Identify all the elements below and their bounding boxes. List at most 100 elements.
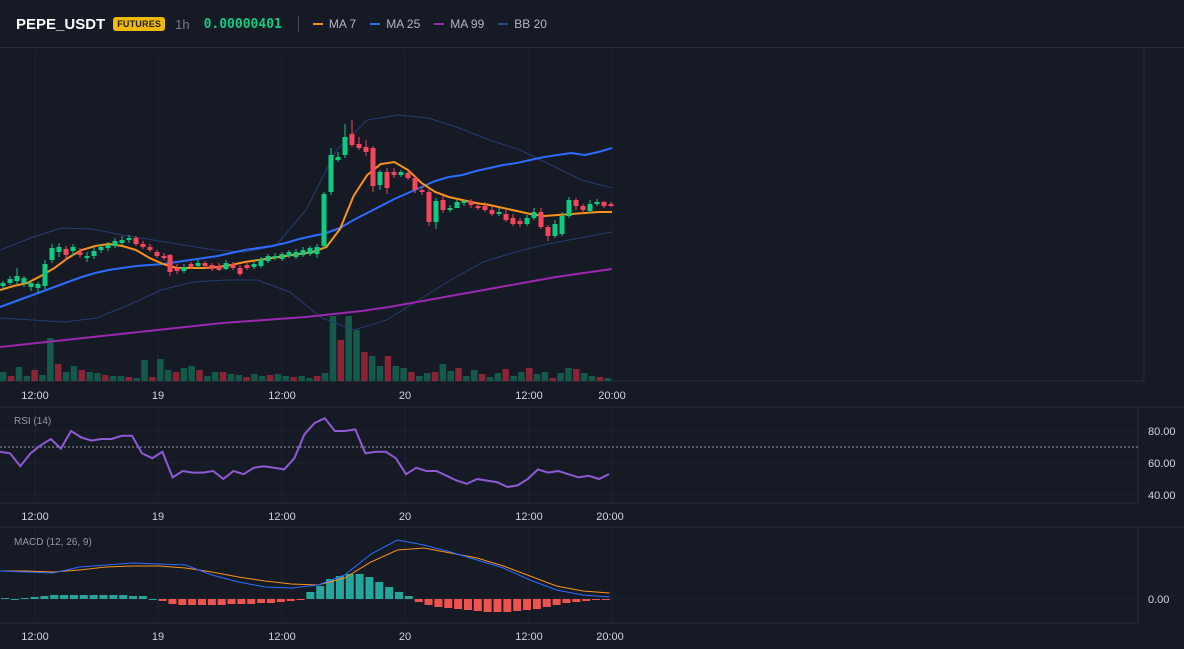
candle	[230, 262, 236, 270]
candle	[573, 198, 579, 210]
candlesticks[interactable]	[0, 120, 614, 293]
candle-body	[440, 200, 446, 210]
macd-histogram-bar	[365, 577, 374, 599]
candle-body	[538, 212, 544, 227]
candle	[293, 249, 299, 259]
macd-histogram-bar	[454, 599, 463, 609]
volume-bar	[455, 368, 462, 381]
volume-bar	[463, 376, 470, 381]
candle	[538, 208, 544, 229]
candle-body	[426, 192, 432, 222]
volume-bar	[557, 373, 564, 381]
macd-histogram-bar	[276, 599, 285, 602]
rsi-tick: 40.00	[1148, 490, 1176, 502]
volume-bar	[149, 377, 156, 381]
candle	[188, 262, 194, 269]
volume-bar	[0, 372, 7, 381]
candle	[608, 202, 614, 207]
symbol-title[interactable]: PEPE_USDT	[16, 15, 106, 33]
ma99-line	[0, 268, 612, 348]
volume-bar	[510, 376, 517, 381]
macd-line	[0, 539, 610, 598]
volume-bar	[400, 368, 407, 381]
candle-body	[244, 265, 250, 268]
timeframe-selector[interactable]: 1h	[175, 16, 190, 32]
candle	[377, 170, 383, 190]
macd-histogram-bar	[424, 599, 433, 605]
candle	[42, 260, 48, 289]
macd-histogram-bar	[473, 599, 482, 611]
candle	[167, 254, 173, 276]
macd-histogram-bar	[227, 599, 236, 604]
candle	[594, 199, 600, 206]
legend-ma99[interactable]: MA 99	[434, 17, 484, 31]
macd-histogram-bar	[188, 599, 197, 605]
volume-bar	[329, 316, 337, 381]
volume-bar	[39, 375, 46, 381]
macd-histogram-bar	[109, 595, 118, 599]
candle	[286, 250, 292, 258]
candle-body	[573, 200, 579, 206]
macd-signal-line	[0, 547, 610, 594]
candle-body	[594, 202, 600, 204]
volume-bar	[321, 373, 329, 381]
candle-body	[251, 264, 257, 267]
volume-bar	[133, 378, 140, 381]
volume-bar	[251, 374, 258, 381]
bb-lower-line	[0, 231, 612, 331]
volume-bar	[15, 367, 23, 381]
volume-bar	[588, 376, 596, 381]
macd-histogram-bar	[79, 595, 88, 599]
time-tick: 12:00	[268, 631, 296, 643]
legend-bb20[interactable]: BB 20	[498, 17, 547, 31]
macd-histogram-bar	[198, 599, 206, 605]
candle	[7, 276, 13, 285]
volume-bar	[188, 366, 195, 381]
volume-bar	[353, 330, 360, 381]
legend-ma7[interactable]: MA 7	[312, 17, 356, 31]
candle	[440, 196, 446, 213]
volume-bar	[274, 374, 282, 381]
candle-body	[531, 212, 537, 218]
legend-ma25[interactable]: MA 25	[370, 17, 420, 31]
volume-bar	[494, 373, 502, 381]
candle	[363, 140, 369, 156]
candle-body	[195, 263, 201, 266]
macd-histogram-bar	[50, 595, 59, 599]
volume-bar	[86, 372, 93, 381]
macd-histogram-bar	[286, 599, 295, 601]
candle	[161, 253, 167, 260]
candle	[272, 253, 278, 260]
candle	[98, 244, 104, 253]
candle-body	[35, 284, 41, 288]
time-tick: 12:00	[515, 511, 543, 523]
time-tick: 12:00	[21, 511, 49, 523]
macd-histogram-bar	[20, 598, 29, 599]
volume-bar	[580, 373, 588, 381]
volume-bar	[78, 370, 85, 381]
volume-bar	[604, 378, 611, 381]
candle-body	[510, 218, 516, 224]
candle	[433, 198, 439, 229]
candle-body	[335, 157, 341, 160]
candle	[531, 208, 537, 220]
candle-body	[412, 178, 418, 190]
time-tick: 12:00	[515, 390, 543, 402]
macd-histogram-bar	[247, 599, 256, 604]
candle	[496, 208, 502, 216]
candle-body	[223, 263, 229, 269]
macd-histogram-bar	[542, 599, 551, 607]
candle-body	[587, 204, 593, 211]
candle-body	[105, 245, 111, 248]
candle	[454, 200, 460, 208]
candle-body	[447, 208, 453, 210]
macd-histogram-bar	[434, 599, 443, 607]
volume-bar	[471, 370, 478, 381]
candle-body	[328, 155, 334, 192]
candle-body	[202, 263, 208, 266]
time-tick: 20:00	[596, 631, 624, 643]
macd-histogram-bar	[296, 599, 305, 600]
candle-body	[566, 200, 572, 216]
macd-histogram-bar	[99, 595, 108, 599]
